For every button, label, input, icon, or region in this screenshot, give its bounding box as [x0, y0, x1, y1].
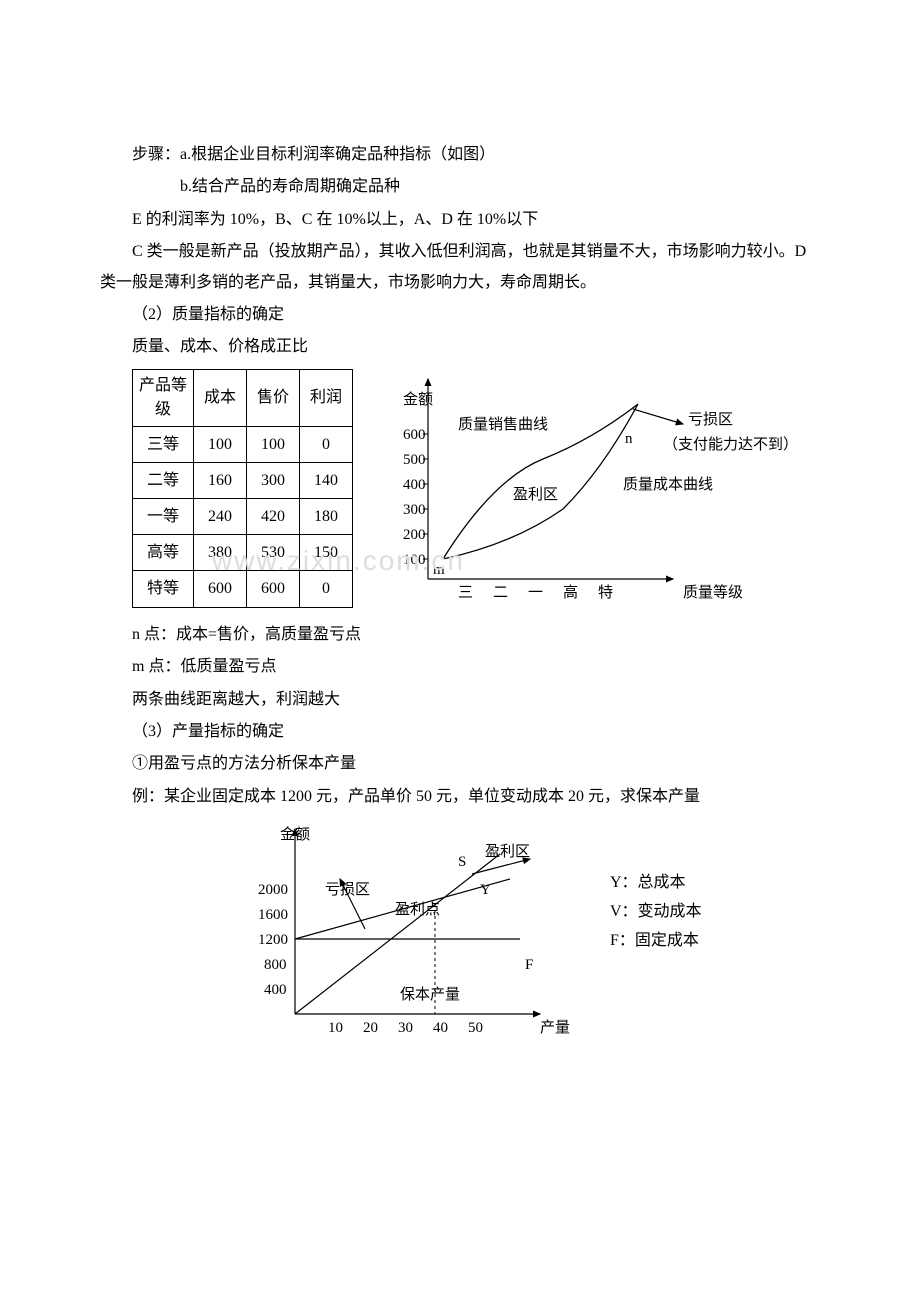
section-3: （3）产量指标的确定 — [100, 717, 820, 747]
table-header-row: 产品等级 成本 售价 利润 — [133, 369, 353, 426]
col-price: 售价 — [247, 369, 300, 426]
ytick: 800 — [264, 957, 287, 973]
example: 例：某企业固定成本 1200 元，产品单价 50 元，单位变动成本 20 元，求… — [100, 782, 820, 812]
n-label: n — [625, 431, 633, 447]
ytick: 1600 — [258, 907, 288, 923]
cell: 420 — [247, 499, 300, 535]
cell: 600 — [194, 571, 247, 607]
cell: 三等 — [133, 426, 194, 462]
table-row: 高等 380 530 150 — [133, 535, 353, 571]
legend-F: F：固定成本 — [610, 927, 702, 956]
cell: 180 — [300, 499, 353, 535]
cost-curve-label: 质量成本曲线 — [623, 476, 713, 493]
xtick: 高 — [563, 584, 578, 601]
section-2: （2）质量指标的确定 — [100, 300, 820, 330]
m-label: m — [433, 562, 445, 578]
ytick: 200 — [403, 527, 426, 543]
S-label: S — [458, 854, 466, 870]
ytick: 400 — [264, 982, 287, 998]
xtick: 30 — [398, 1020, 413, 1036]
grade-table: 产品等级 成本 售价 利润 三等 100 100 0 二等 160 300 14… — [132, 369, 353, 608]
cell: 300 — [247, 462, 300, 498]
loss-note: （支付能力达不到） — [663, 436, 798, 453]
cell: 600 — [247, 571, 300, 607]
step-b: b.结合产品的寿命周期确定品种 — [100, 172, 820, 202]
quality-chart: 100 200 300 400 500 600 三 二 一 高 特 金额 质量等… — [373, 369, 803, 614]
category-cd-desc: C 类一般是新产品（投放期产品），其收入低但利润高，也就是其销量不大，市场影响力… — [100, 237, 820, 298]
rate-desc: E 的利润率为 10%，B、C 在 10%以上，A、D 在 10%以下 — [100, 205, 820, 235]
cell: 100 — [247, 426, 300, 462]
break-even-chart: 400 800 1200 1600 2000 10 20 30 40 50 金额… — [240, 814, 580, 1044]
distance-desc: 两条曲线距离越大，利润越大 — [100, 685, 820, 715]
xtick: 20 — [363, 1020, 378, 1036]
profit-zone-label: 盈利区 — [485, 843, 530, 860]
cell: 特等 — [133, 571, 194, 607]
xtick: 10 — [328, 1020, 343, 1036]
legend-V: V：变动成本 — [610, 898, 702, 927]
profit-zone-label: 盈利区 — [513, 486, 558, 503]
Y-label: Y — [480, 882, 491, 898]
F-label: F — [525, 957, 533, 973]
cell: 二等 — [133, 462, 194, 498]
chart2-legend: Y：总成本 V：变动成本 F：固定成本 — [610, 869, 702, 955]
x-axis-label: 质量等级 — [683, 583, 743, 601]
cell: 380 — [194, 535, 247, 571]
col-cost: 成本 — [194, 369, 247, 426]
y-axis-label: 金额 — [403, 391, 433, 408]
xtick: 40 — [433, 1020, 448, 1036]
step-a: 步骤：a.根据企业目标利润率确定品种指标（如图） — [100, 140, 820, 170]
break-even-qty-label: 保本产量 — [400, 986, 460, 1003]
ytick: 400 — [403, 477, 426, 493]
break-even-label: 盈利点 — [395, 901, 440, 918]
cell: 0 — [300, 426, 353, 462]
m-point-desc: m 点：低质量盈亏点 — [100, 652, 820, 682]
xtick: 50 — [468, 1020, 483, 1036]
ratio-desc: 质量、成本、价格成正比 — [100, 332, 820, 362]
ytick: 2000 — [258, 882, 288, 898]
cell: 100 — [194, 426, 247, 462]
ytick: 600 — [403, 427, 426, 443]
table-row: 一等 240 420 180 — [133, 499, 353, 535]
ytick: 1200 — [258, 932, 288, 948]
cell: 高等 — [133, 535, 194, 571]
legend-Y: Y：总成本 — [610, 869, 702, 898]
cell: 140 — [300, 462, 353, 498]
break-even-method: ①用盈亏点的方法分析保本产量 — [100, 749, 820, 779]
loss-zone-label: 亏损区 — [688, 411, 733, 428]
sales-curve-label: 质量销售曲线 — [458, 416, 548, 433]
xtick: 二 — [493, 585, 508, 601]
ytick: 500 — [403, 452, 426, 468]
ytick: 100 — [403, 552, 426, 568]
cell: 160 — [194, 462, 247, 498]
cell: 240 — [194, 499, 247, 535]
col-profit: 利润 — [300, 369, 353, 426]
xtick: 三 — [458, 585, 473, 601]
n-point-desc: n 点：成本=售价，高质量盈亏点 — [100, 620, 820, 650]
cell: 530 — [247, 535, 300, 571]
xtick: 一 — [528, 585, 543, 601]
y-axis-label: 金额 — [280, 826, 310, 843]
x-axis-label: 产量 — [540, 1019, 570, 1036]
table-row: 二等 160 300 140 — [133, 462, 353, 498]
col-grade: 产品等级 — [133, 369, 194, 426]
table-row: 三等 100 100 0 — [133, 426, 353, 462]
ytick: 300 — [403, 502, 426, 518]
xtick: 特 — [598, 584, 613, 601]
loss-zone-label: 亏损区 — [325, 881, 370, 898]
cell: 150 — [300, 535, 353, 571]
table-row: 特等 600 600 0 — [133, 571, 353, 607]
cell: 0 — [300, 571, 353, 607]
cell: 一等 — [133, 499, 194, 535]
